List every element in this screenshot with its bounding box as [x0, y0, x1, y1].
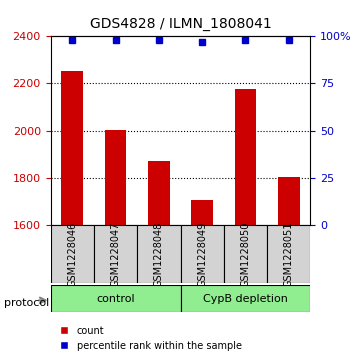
FancyBboxPatch shape: [224, 225, 267, 283]
Text: GSM1228047: GSM1228047: [110, 221, 121, 287]
Text: GSM1228046: GSM1228046: [67, 221, 77, 287]
FancyBboxPatch shape: [180, 285, 310, 312]
Text: GSM1228051: GSM1228051: [284, 221, 294, 287]
FancyBboxPatch shape: [137, 225, 180, 283]
Text: GSM1228048: GSM1228048: [154, 221, 164, 287]
Title: GDS4828 / ILMN_1808041: GDS4828 / ILMN_1808041: [90, 17, 271, 31]
Legend: count, percentile rank within the sample: count, percentile rank within the sample: [55, 322, 246, 355]
Text: CypB depletion: CypB depletion: [203, 294, 288, 303]
Bar: [235, 89, 256, 225]
FancyBboxPatch shape: [51, 285, 180, 312]
FancyBboxPatch shape: [94, 225, 137, 283]
Bar: [61, 70, 83, 225]
Bar: [191, 200, 213, 225]
FancyBboxPatch shape: [51, 225, 94, 283]
Bar: [105, 130, 126, 225]
FancyBboxPatch shape: [180, 225, 224, 283]
FancyBboxPatch shape: [267, 225, 310, 283]
Text: GSM1228050: GSM1228050: [240, 221, 251, 287]
Text: control: control: [96, 294, 135, 303]
Bar: [278, 177, 300, 225]
Bar: [148, 161, 170, 225]
Text: protocol: protocol: [4, 298, 49, 308]
Text: GSM1228049: GSM1228049: [197, 221, 207, 287]
